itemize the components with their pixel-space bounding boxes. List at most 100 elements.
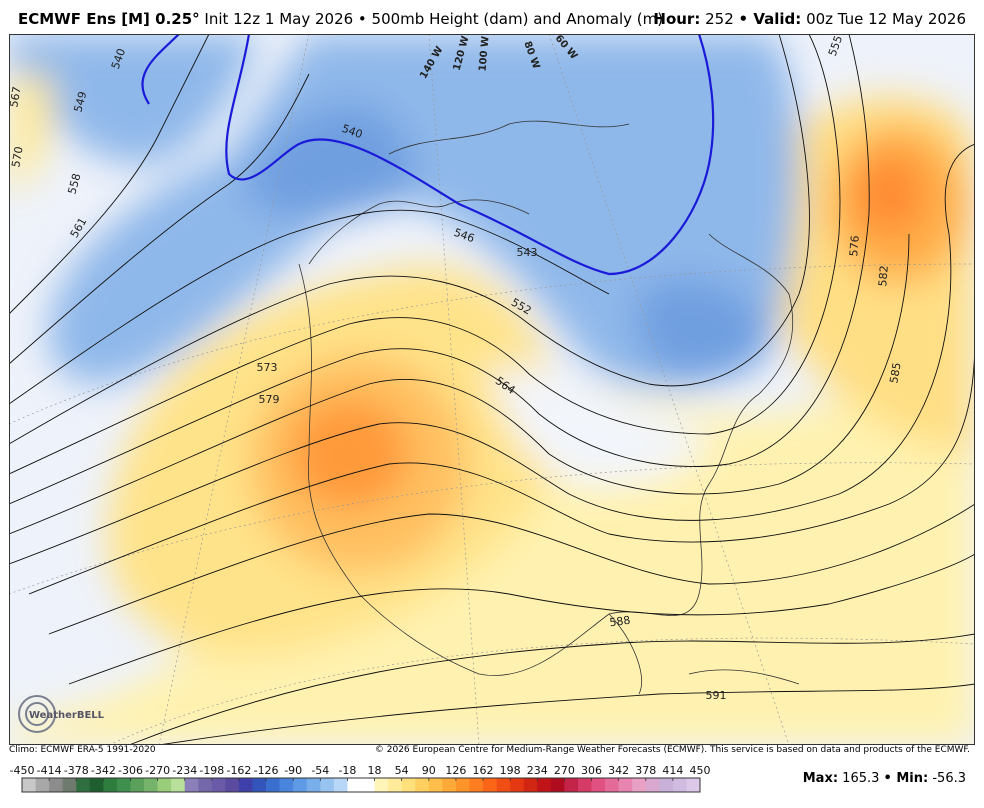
map: 540 549 558 567 570 561 540 546 543 552 … — [9, 34, 975, 745]
color-swatch — [347, 778, 362, 792]
color-swatch — [35, 778, 50, 792]
contour-label: 570 — [9, 145, 25, 168]
tick-label: -450 — [10, 764, 35, 777]
logo-text: WeatherBELL — [29, 710, 105, 721]
graticule — [9, 34, 975, 745]
color-swatch — [659, 778, 674, 792]
header-left: ECMWF Ens [M] 0.25° Init 12z 1 May 2026 … — [18, 10, 663, 28]
color-swatch — [293, 778, 308, 792]
tick-label: -306 — [118, 764, 143, 777]
tick-label: -414 — [37, 764, 62, 777]
model-title: ECMWF Ens [M] 0.25° — [18, 10, 200, 28]
color-swatch — [564, 778, 579, 792]
color-swatch — [157, 778, 172, 792]
contour-label: 573 — [257, 361, 278, 374]
hour-label: Hour: — [653, 10, 701, 28]
color-swatch — [22, 778, 36, 792]
tick-label: -198 — [199, 764, 224, 777]
color-swatch — [523, 778, 538, 792]
color-swatch — [632, 778, 647, 792]
contour-label: 543 — [517, 246, 538, 259]
color-swatch — [415, 778, 430, 792]
color-swatch — [483, 778, 497, 792]
color-swatch — [171, 778, 186, 792]
color-swatch — [333, 778, 348, 792]
tick-label: 450 — [690, 764, 711, 777]
tick-label: 234 — [527, 764, 548, 777]
tick-label: -378 — [64, 764, 89, 777]
meridian-label: 100 W — [477, 36, 491, 72]
tick-label: 378 — [635, 764, 656, 777]
anomaly-shading — [9, 34, 975, 745]
tick-label: 90 — [422, 764, 436, 777]
color-swatch — [388, 778, 402, 792]
tick-label: 18 — [368, 764, 382, 777]
contour-label: 585 — [887, 361, 903, 384]
max-value: 165.3 — [842, 771, 880, 786]
color-swatch — [76, 778, 91, 792]
tick-label: -270 — [145, 764, 170, 777]
color-swatch — [442, 778, 457, 792]
tick-label: 414 — [662, 764, 683, 777]
tick-label: -342 — [91, 764, 116, 777]
color-swatch — [645, 778, 660, 792]
color-swatch — [401, 778, 416, 792]
tick-label: 162 — [473, 764, 494, 777]
tick-label: 126 — [445, 764, 466, 777]
color-swatch — [510, 778, 525, 792]
color-swatch — [428, 778, 443, 792]
color-swatch — [320, 778, 335, 792]
colorbar: -450 -414 -378 -342 -306 -270 -234 -198 -162 -126… — [10, 764, 711, 793]
map-border — [9, 34, 975, 745]
color-swatch — [238, 778, 253, 792]
color-swatch — [496, 778, 511, 792]
tick-label: -234 — [172, 764, 197, 777]
color-swatch — [211, 778, 226, 792]
color-swatch — [130, 778, 145, 792]
height-contours — [9, 34, 975, 745]
color-swatch — [550, 778, 565, 792]
contour-540-highlight — [141, 34, 715, 276]
tick-label: -126 — [254, 764, 279, 777]
hour: 252 — [705, 10, 734, 28]
tick-label: -54 — [311, 764, 329, 777]
color-swatch — [144, 778, 158, 792]
tick-label: 54 — [395, 764, 409, 777]
tick-label: -90 — [284, 764, 302, 777]
max-label: Max: — [802, 771, 839, 786]
color-swatch — [62, 778, 77, 792]
color-swatch — [89, 778, 104, 792]
contour-label: 591 — [706, 689, 727, 702]
header-right: Hour: 252 • Valid: 00z Tue 12 May 2026 — [653, 10, 966, 28]
tick-label: 198 — [500, 764, 521, 777]
color-swatch — [116, 778, 131, 792]
color-swatch — [184, 778, 199, 792]
contour-label: 567 — [9, 85, 24, 108]
stats: Max: 165.3 • Min: -56.3 — [803, 771, 966, 786]
tick-label: -162 — [226, 764, 251, 777]
color-swatch — [672, 778, 687, 792]
contour-label: 549 — [72, 90, 90, 114]
contour-label: 576 — [847, 235, 862, 257]
meridian-labels: 140 W 120 W 100 W 80 W 60 W — [418, 34, 579, 81]
color-swatch — [374, 778, 389, 792]
color-swatch — [469, 778, 484, 792]
color-swatch — [279, 778, 294, 792]
valid-label: • Valid: — [738, 10, 802, 28]
color-swatch — [591, 778, 606, 792]
color-swatch — [537, 778, 552, 792]
color-swatch — [103, 778, 118, 792]
color-swatch — [455, 778, 470, 792]
tick-label: 306 — [581, 764, 602, 777]
contour-label: 579 — [259, 393, 280, 406]
min-label: • Min: — [883, 771, 929, 786]
color-swatch — [577, 778, 592, 792]
color-swatch — [605, 778, 619, 792]
contour-label: 588 — [609, 614, 632, 630]
color-swatch — [252, 778, 267, 792]
logo: WeatherBELL — [18, 695, 105, 733]
color-swatch — [198, 778, 213, 792]
contour-label: 558 — [66, 172, 84, 196]
color-swatch — [618, 778, 633, 792]
